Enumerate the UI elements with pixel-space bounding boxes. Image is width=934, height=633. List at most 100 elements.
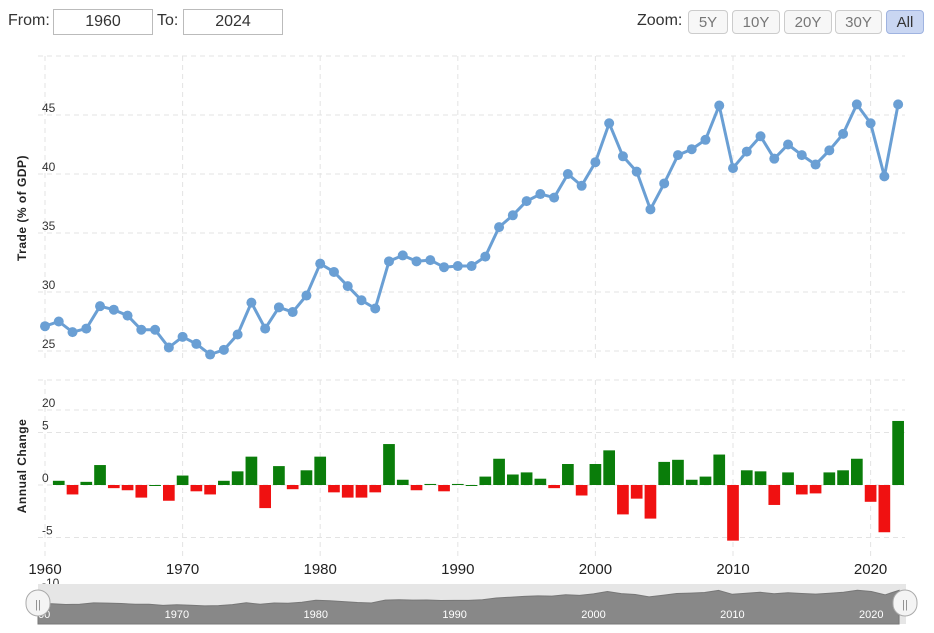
trade-data-point[interactable] [728, 163, 738, 174]
from-label: From: [8, 12, 50, 29]
trade-data-point[interactable] [425, 255, 436, 266]
x-tick-label: 1980 [304, 561, 337, 578]
trade-data-point[interactable] [53, 316, 64, 327]
trade-data-point[interactable] [136, 324, 147, 335]
trade-data-point[interactable] [865, 118, 876, 129]
trade-data-point[interactable] [507, 210, 518, 221]
annual-change-bar [575, 485, 588, 496]
trade-data-point[interactable] [824, 145, 835, 156]
trade-data-point[interactable] [686, 144, 697, 155]
trade-data-point[interactable] [218, 344, 229, 355]
trade-data-point[interactable] [480, 251, 491, 262]
trade-data-point[interactable] [590, 157, 601, 168]
annual-change-bar [355, 485, 368, 498]
zoom-all-button[interactable]: All [886, 10, 924, 34]
trade-data-point[interactable] [494, 222, 505, 233]
navigator-right-grip-icon: || [902, 599, 908, 611]
trade-data-point[interactable] [893, 99, 904, 110]
trade-data-point[interactable] [466, 261, 477, 272]
trade-data-point[interactable] [273, 302, 284, 313]
bottom-y-axis-label: Annual Change [15, 419, 29, 514]
trade-data-point[interactable] [535, 189, 546, 200]
trade-data-point[interactable] [783, 139, 794, 150]
trade-data-point[interactable] [328, 266, 339, 277]
navigator-left-handle[interactable] [25, 589, 51, 617]
trade-data-point[interactable] [301, 290, 312, 301]
navigator-year-label: 1990 [442, 609, 466, 621]
trade-data-point[interactable] [851, 99, 862, 110]
trade-data-point[interactable] [67, 327, 78, 338]
trade-data-point[interactable] [246, 297, 257, 308]
annual-change-bar [451, 483, 464, 485]
trade-data-point[interactable] [796, 150, 807, 161]
trade-data-point[interactable] [81, 323, 92, 334]
trade-data-point[interactable] [604, 118, 615, 129]
annual-change-bar [685, 479, 698, 485]
trade-data-point[interactable] [260, 323, 271, 334]
trade-data-point[interactable] [810, 159, 821, 170]
annual-change-bar [479, 476, 492, 485]
trade-data-point[interactable] [163, 342, 174, 353]
trade-data-point[interactable] [397, 250, 408, 261]
x-tick-label: 2000 [579, 561, 612, 578]
trade-data-point[interactable] [95, 301, 106, 312]
annual-change-bar [52, 480, 65, 485]
trade-data-point[interactable] [576, 180, 587, 191]
trade-data-point[interactable] [370, 303, 381, 314]
trade-data-point[interactable] [617, 151, 628, 162]
annual-change-bar [562, 464, 574, 485]
trade-data-point[interactable] [40, 321, 50, 332]
trade-data-point[interactable] [521, 196, 532, 207]
trade-data-point[interactable] [714, 100, 725, 111]
annual-change-bar [465, 485, 478, 486]
y-tick-label: 20 [42, 396, 56, 410]
trade-data-point[interactable] [769, 153, 780, 164]
trade-data-point[interactable] [631, 166, 642, 177]
navigator-right-handle[interactable] [892, 589, 918, 617]
trade-data-point[interactable] [411, 256, 422, 267]
trade-data-point[interactable] [315, 258, 326, 269]
zoom-30y-button[interactable]: 30Y [835, 10, 882, 34]
trade-data-point[interactable] [672, 150, 683, 161]
trade-data-point[interactable] [356, 295, 367, 306]
trade-data-point[interactable] [879, 171, 890, 182]
trade-data-point[interactable] [645, 204, 656, 215]
annual-change-bar [850, 458, 863, 485]
trade-data-point[interactable] [384, 256, 394, 267]
zoom-10y-button[interactable]: 10Y [732, 10, 780, 34]
trade-data-point[interactable] [741, 146, 752, 157]
trade-data-point[interactable] [122, 310, 133, 321]
zoom-20y-button[interactable]: 20Y [784, 10, 832, 34]
trade-data-point[interactable] [205, 349, 216, 360]
trade-data-point[interactable] [342, 281, 353, 292]
trade-data-point[interactable] [150, 324, 161, 335]
trade-data-point[interactable] [562, 169, 573, 179]
annual-change-bar [121, 485, 134, 491]
annual-change-bar [520, 472, 533, 485]
zoom-5y-button[interactable]: 5Y [688, 10, 728, 34]
annual-change-bar [603, 450, 616, 485]
from-year-input[interactable]: 1960 [53, 9, 153, 35]
trade-data-point[interactable] [108, 304, 119, 315]
trade-data-point[interactable] [287, 307, 298, 318]
navigator-year-label: 1980 [304, 609, 328, 621]
annual-change-bar [589, 464, 602, 485]
annual-change-bar [162, 485, 175, 501]
trade-data-point[interactable] [755, 131, 766, 142]
annual-change-bar [328, 485, 340, 493]
trade-data-point[interactable] [700, 134, 711, 145]
annual-change-bar [782, 472, 794, 485]
annual-change-bar [699, 476, 712, 485]
annual-change-bar [80, 481, 93, 485]
trade-data-point[interactable] [549, 192, 560, 203]
trade-data-point[interactable] [439, 262, 450, 273]
trade-data-point[interactable] [177, 331, 188, 342]
trade-data-point[interactable] [452, 261, 463, 272]
trade-data-point[interactable] [191, 338, 202, 349]
trade-data-point[interactable] [659, 178, 670, 189]
to-year-input[interactable]: 2024 [183, 9, 283, 35]
trade-data-point[interactable] [838, 128, 849, 139]
trade-data-point[interactable] [232, 329, 243, 340]
y-tick-label: 30 [42, 278, 56, 292]
